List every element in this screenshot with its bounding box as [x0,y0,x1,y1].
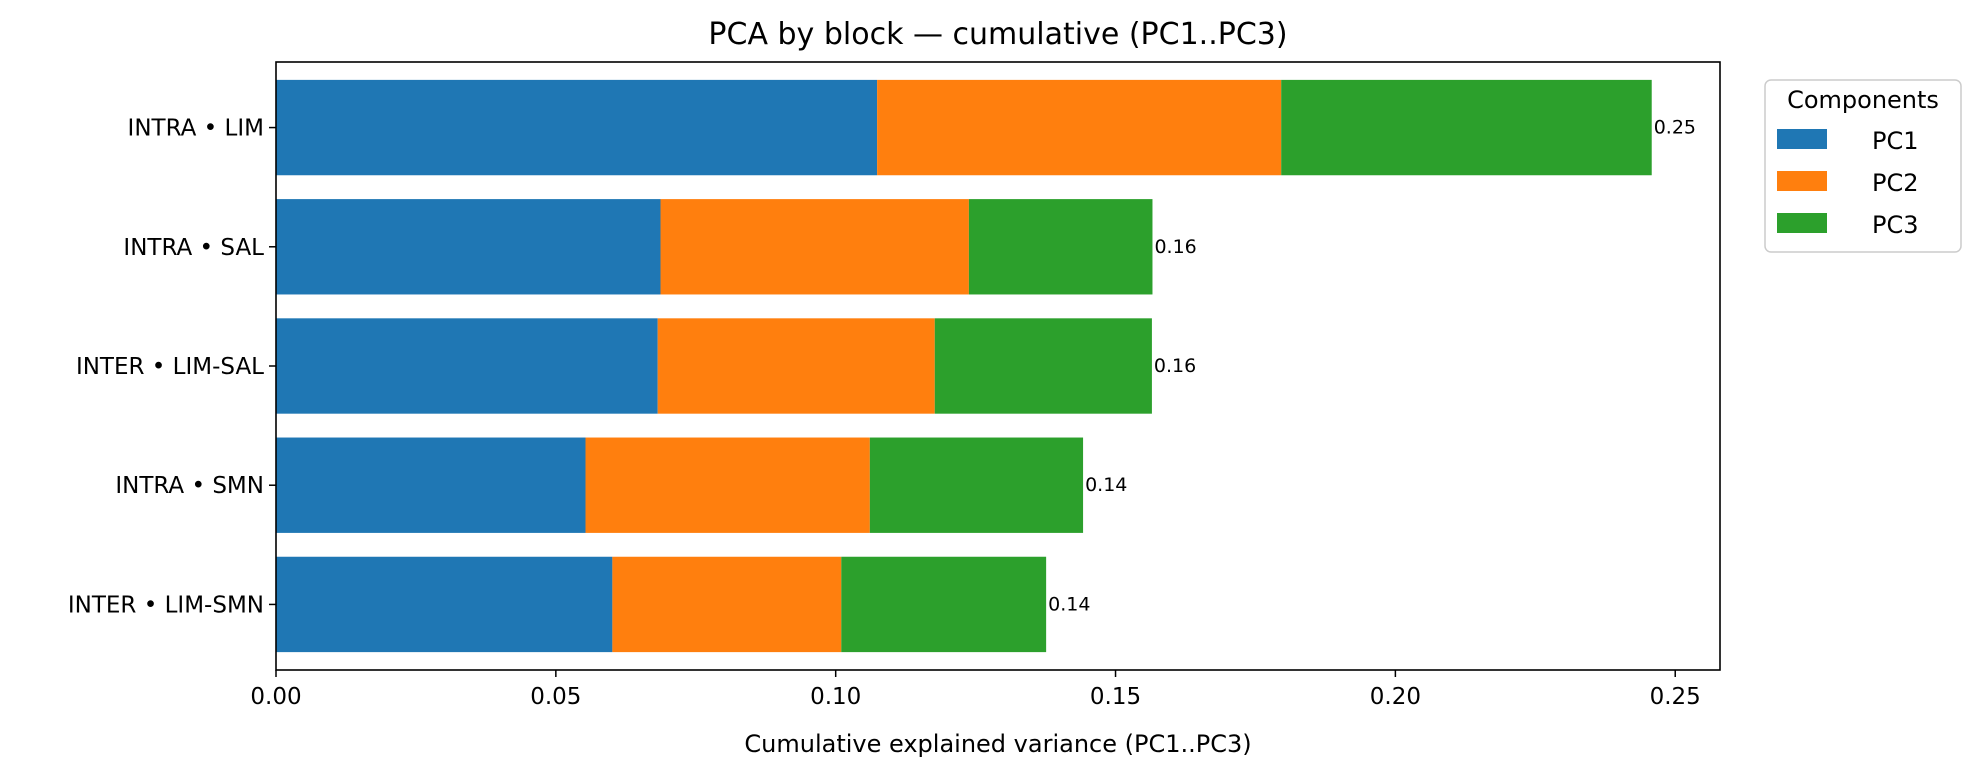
total-label-4: 0.14 [1048,593,1090,615]
y-axis-ticks: INTRA • LIM INTRA • SAL INTER • LIM-SAL INT… [68,116,276,618]
chart-title: PCA by block — cumulative (PC1..PC3) [708,17,1287,52]
bar-pc1-3 [276,437,586,533]
legend-label-pc2: PC2 [1872,169,1919,197]
y-tick-label-4: INTER • LIM-SMN [68,592,264,618]
y-tick-label-0: INTRA • LIM [128,116,264,142]
legend-items: PC1 PC2 PC3 [1777,127,1919,239]
legend-label-pc1: PC1 [1872,127,1919,155]
bar-pc3-3 [869,437,1084,533]
total-label-3: 0.14 [1085,474,1127,496]
legend-swatch-pc1 [1777,129,1827,149]
bar-pc1-2 [276,318,658,414]
x-tick-label-1: 0.05 [530,684,581,710]
total-label-0: 0.25 [1654,117,1696,139]
bar-pc3-2 [934,318,1152,414]
bar-pc2-0 [877,79,1282,176]
bar-pc3-1 [968,199,1153,295]
bar-pc2-1 [660,199,969,295]
x-tick-label-4: 0.20 [1370,684,1421,710]
y-tick-label-1: INTRA • SAL [123,235,264,261]
bar-pc1-1 [276,199,661,295]
legend-swatch-pc2 [1777,171,1827,191]
x-axis-label: Cumulative explained variance (PC1..PC3) [744,730,1251,758]
bars-group [276,79,1652,653]
y-tick-label-3: INTRA • SMN [115,473,264,499]
legend-swatch-pc3 [1777,213,1827,233]
legend-title: Components [1787,86,1939,114]
total-labels-group: 0.25 0.16 0.16 0.14 0.14 [1048,117,1696,616]
x-tick-label-2: 0.10 [810,684,861,710]
total-label-2: 0.16 [1154,355,1196,377]
legend: Components PC1 PC2 PC3 [1764,79,1962,253]
x-tick-label-5: 0.25 [1650,684,1701,710]
y-tick-label-2: INTER • LIM-SAL [76,354,264,380]
legend-frame [1764,79,1962,253]
bar-pc1-4 [276,556,613,653]
bar-pc1-0 [276,79,878,176]
legend-label-pc3: PC3 [1872,211,1919,239]
x-tick-label-0: 0.00 [250,684,301,710]
bar-pc3-0 [1281,79,1652,176]
total-label-1: 0.16 [1154,236,1196,258]
bar-pc3-4 [841,556,1047,653]
bar-pc2-2 [657,318,935,414]
x-tick-label-3: 0.15 [1090,684,1141,710]
x-axis-ticks: 0.00 0.05 0.10 0.15 0.20 0.25 [250,670,1701,710]
bar-pc2-3 [585,437,870,533]
bar-pc2-4 [612,556,842,653]
